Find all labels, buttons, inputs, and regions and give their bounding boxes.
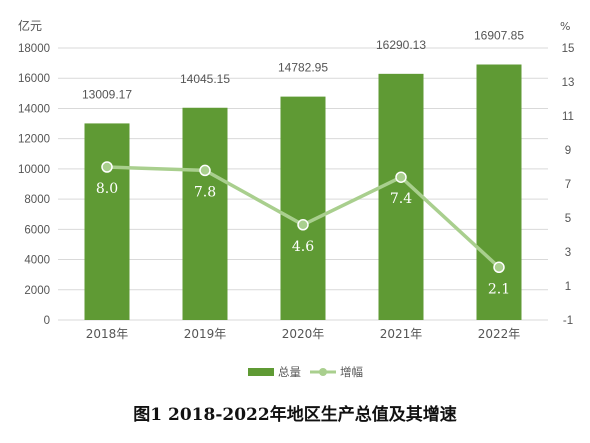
growth-point-2018年 xyxy=(101,161,113,173)
legend-marker-line xyxy=(319,368,327,376)
category-label: 2019年 xyxy=(184,327,227,341)
left-axis-tick-label: 2000 xyxy=(24,285,50,297)
left-axis-unit: 亿元 xyxy=(18,18,42,33)
left-axis-tick-label: 18000 xyxy=(18,43,50,55)
bar-value-label: 16907.85 xyxy=(474,29,524,43)
figure-caption: 图1 2018-2022年地区生产总值及其增速 xyxy=(133,405,457,425)
growth-value-label: 2.1 xyxy=(488,281,510,297)
growth-value-label: 7.8 xyxy=(194,184,216,200)
left-axis-tick-label: 12000 xyxy=(18,134,50,146)
left-axis-tick-label: 0 xyxy=(44,315,50,327)
bar-2021年 xyxy=(378,73,424,320)
bar-series xyxy=(84,64,522,321)
right-axis-tick-label: 11 xyxy=(562,111,574,123)
category-label: 2018年 xyxy=(86,327,129,341)
growth-point-2020年 xyxy=(297,219,309,231)
legend-label-line: 增幅 xyxy=(340,365,363,379)
right-axis-unit: % xyxy=(560,20,570,33)
growth-value-label: 4.6 xyxy=(292,239,314,255)
left-axis-tick-label: 14000 xyxy=(18,103,50,115)
bar-2019年 xyxy=(182,107,228,320)
left-axis-tick-label: 8000 xyxy=(24,194,50,206)
right-axis-tick-label: 15 xyxy=(562,43,575,55)
growth-value-label: 7.4 xyxy=(390,191,412,207)
growth-point-2022年 xyxy=(493,261,505,274)
bar-value-label: 14045.15 xyxy=(180,72,230,86)
legend: 总量 增幅 xyxy=(248,365,363,379)
right-axis-tick-label: 9 xyxy=(565,145,571,157)
growth-line-series xyxy=(101,161,505,274)
bar-value-label: 16290.13 xyxy=(376,38,426,52)
legend-swatch-bar xyxy=(248,368,274,376)
bar-2022年 xyxy=(476,64,522,320)
category-label: 2022年 xyxy=(478,327,521,341)
right-axis-tick-label: 3 xyxy=(565,247,571,259)
left-axis-tick-label: 16000 xyxy=(18,73,50,85)
category-label: 2021年 xyxy=(380,327,423,341)
right-axis-tick-label: 7 xyxy=(565,179,571,191)
legend-label-bar: 总量 xyxy=(278,365,301,379)
growth-point-2019年 xyxy=(199,164,211,177)
bar-value-label: 13009.17 xyxy=(82,87,132,101)
axes: 0 2000 4000 6000 8000 10000 12000 14000 16000 180… xyxy=(18,18,574,341)
category-label: 2020年 xyxy=(282,327,325,341)
right-axis-tick-label: 5 xyxy=(565,213,571,225)
data-labels: 13009.17 14045.15 14782.95 16290.13 16907.85… xyxy=(82,29,524,298)
bar-2020年 xyxy=(280,96,326,321)
left-axis-tick-label: 4000 xyxy=(24,255,50,267)
growth-point-2021年 xyxy=(395,171,407,183)
left-axis-tick-label: 6000 xyxy=(24,224,50,236)
right-axis-tick-label: 1 xyxy=(565,281,571,293)
bar-value-label: 14782.95 xyxy=(278,61,328,75)
left-axis-tick-label: 10000 xyxy=(18,164,50,176)
growth-value-label: 8.0 xyxy=(96,181,118,197)
right-axis-tick-label: 13 xyxy=(562,77,575,89)
bar-2018年 xyxy=(84,123,130,320)
right-axis-tick-label: -1 xyxy=(563,315,573,327)
